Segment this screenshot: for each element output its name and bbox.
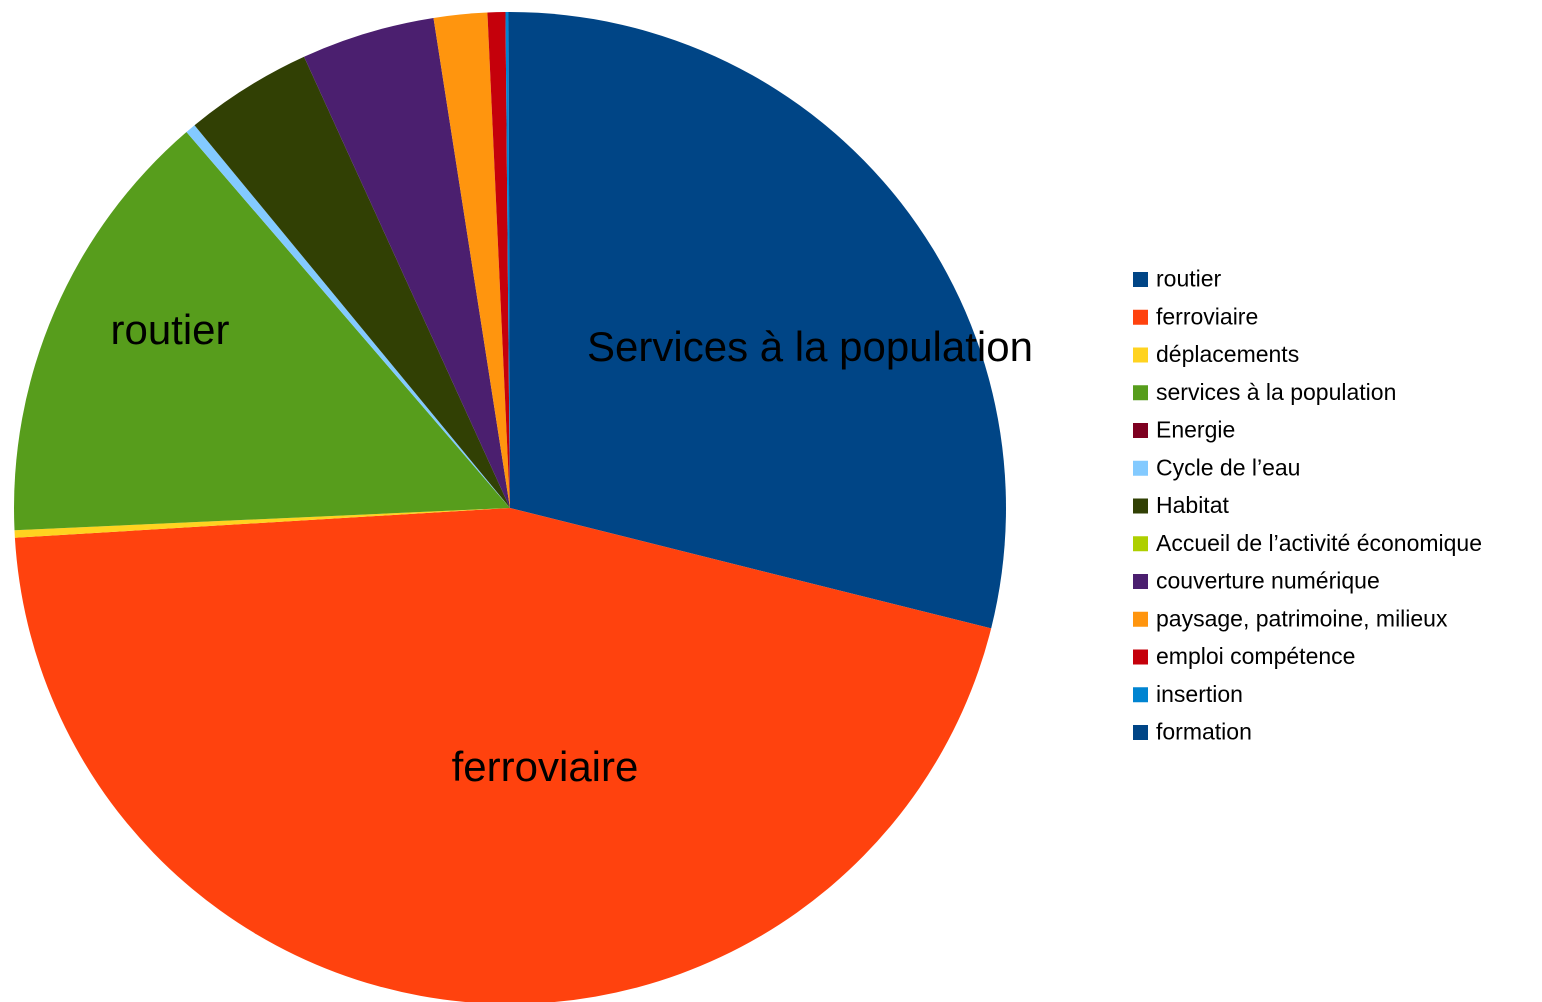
legend-swatch-habitat: [1133, 498, 1148, 514]
legend-label-formation: formation: [1156, 719, 1252, 745]
legend-swatch-emploi-competence: [1133, 649, 1148, 665]
legend-swatch-formation: [1133, 725, 1148, 740]
legend-label-routier: routier: [1156, 266, 1222, 292]
legend-label-accueil-de-l-activite-economique: Accueil de l’activité économique: [1156, 530, 1482, 556]
legend-swatch-insertion: [1133, 687, 1148, 703]
pie-slices: [14, 11, 1006, 1002]
pie-slice-insertion: [505, 12, 510, 508]
slice-label-routier: routier: [110, 306, 229, 353]
legend-label-ferroviaire: ferroviaire: [1156, 303, 1258, 329]
legend-swatch-accueil-de-l-activite-economique: [1133, 536, 1148, 552]
legend-swatch-paysage-patrimoine-milieux: [1133, 611, 1148, 627]
pie-slice-formation: [508, 11, 510, 509]
legend-label-habitat: Habitat: [1156, 492, 1229, 518]
slice-labels: routier ferroviaire Services à la populati…: [110, 306, 1033, 790]
legend-swatch-services-a-la-population: [1133, 385, 1148, 401]
legend-swatch-cycle-de-l-eau: [1133, 460, 1148, 476]
pie-slice-paysage-patrimoine-milieux: [433, 12, 510, 508]
legend-label-emploi-competence: emploi compétence: [1156, 643, 1355, 669]
legend-swatch-routier: [1133, 272, 1148, 287]
slice-label-services-a-la-population: Services à la population: [587, 323, 1033, 370]
legend-swatch-couverture-numerique: [1133, 574, 1148, 589]
pie-slice-emploi-competence: [487, 12, 510, 509]
legend-label-cycle-de-l-eau: Cycle de l’eau: [1156, 454, 1300, 480]
pie-slice-ferroviaire: [14, 508, 992, 1002]
legend-label-services-a-la-population: services à la population: [1156, 379, 1396, 405]
slice-label-ferroviaire: ferroviaire: [452, 743, 639, 790]
legend-label-energie: Energie: [1156, 417, 1235, 443]
legend-swatch-ferroviaire: [1133, 309, 1148, 325]
pie-slice-cycle-de-l-eau: [186, 125, 510, 508]
pie-slice-services-a-la-population: [14, 132, 511, 531]
legend-label-paysage-patrimoine-milieux: paysage, patrimoine, milieux: [1156, 605, 1448, 631]
pie-slice-routier: [510, 12, 1006, 629]
pie-slice-deplacements: [14, 508, 510, 538]
legend-swatch-energie: [1133, 423, 1148, 438]
legend: routier ferroviaire déplacements services à…: [1133, 266, 1482, 745]
legend-label-couverture-numerique: couverture numérique: [1156, 568, 1380, 594]
pie-slice-habitat: [194, 56, 510, 508]
legend-label-insertion: insertion: [1156, 681, 1243, 707]
legend-label-deplacements: déplacements: [1156, 341, 1299, 367]
legend-swatch-deplacements: [1133, 347, 1148, 363]
pie-slice-couverture-numerique: [304, 17, 510, 508]
